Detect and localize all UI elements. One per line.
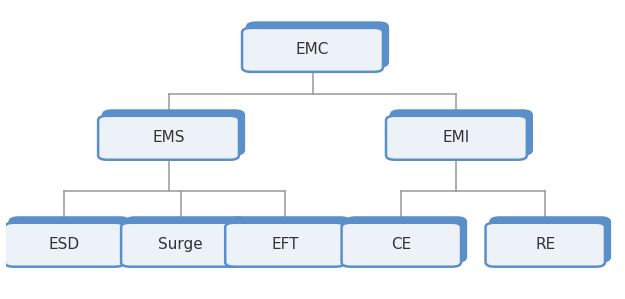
FancyBboxPatch shape <box>491 217 610 261</box>
FancyBboxPatch shape <box>5 223 124 267</box>
Text: EMS: EMS <box>152 130 185 145</box>
FancyBboxPatch shape <box>242 28 383 72</box>
FancyBboxPatch shape <box>9 217 129 261</box>
FancyBboxPatch shape <box>126 217 246 261</box>
FancyBboxPatch shape <box>342 223 461 267</box>
FancyBboxPatch shape <box>103 111 244 155</box>
FancyBboxPatch shape <box>346 217 466 261</box>
FancyBboxPatch shape <box>486 223 605 267</box>
Text: ESD: ESD <box>49 237 80 252</box>
Text: CE: CE <box>391 237 411 252</box>
Text: EMC: EMC <box>296 42 329 57</box>
Text: Surge: Surge <box>158 237 203 252</box>
FancyBboxPatch shape <box>121 223 241 267</box>
Text: RE: RE <box>535 237 556 252</box>
FancyBboxPatch shape <box>391 111 532 155</box>
Text: EFT: EFT <box>271 237 299 252</box>
Text: EMI: EMI <box>442 130 470 145</box>
FancyBboxPatch shape <box>98 116 239 160</box>
FancyBboxPatch shape <box>386 116 527 160</box>
FancyBboxPatch shape <box>230 217 349 261</box>
FancyBboxPatch shape <box>247 23 388 67</box>
FancyBboxPatch shape <box>225 223 344 267</box>
